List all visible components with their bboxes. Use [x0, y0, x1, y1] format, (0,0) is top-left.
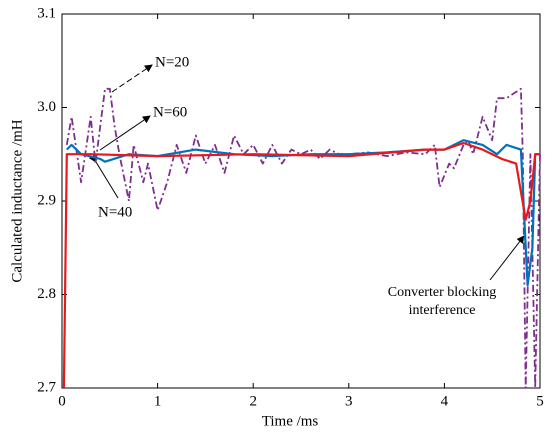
y-axis-label: Calculated inductance /mH [9, 119, 25, 282]
y-tick-label: 2.7 [37, 379, 56, 395]
x-tick-label: 3 [345, 393, 353, 409]
series-label: N=60 [153, 104, 187, 120]
x-tick-label: 5 [536, 393, 544, 409]
annotation: Converter blocking [388, 285, 496, 300]
series-label: N=40 [98, 204, 132, 220]
y-tick-label: 2.8 [37, 286, 56, 302]
y-tick-label: 3.0 [37, 99, 56, 115]
x-tick-label: 2 [249, 393, 257, 409]
series-label: N=20 [155, 54, 189, 70]
y-tick-label: 2.9 [37, 192, 56, 208]
series-line [62, 141, 540, 389]
annotation: interference [409, 303, 476, 318]
series-line [66, 139, 540, 287]
x-tick-label: 4 [441, 393, 449, 409]
plot-frame [61, 13, 541, 389]
x-tick-label: 1 [154, 393, 162, 409]
series-line [65, 87, 541, 389]
y-tick-label: 3.1 [37, 5, 56, 21]
annotation-arrows [88, 64, 525, 281]
x-tick-label: 0 [58, 393, 66, 409]
x-axis-label: Time /ms [262, 413, 319, 429]
